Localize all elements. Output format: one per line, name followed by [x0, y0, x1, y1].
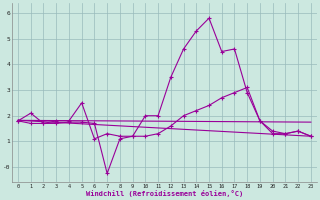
X-axis label: Windchill (Refroidissement éolien,°C): Windchill (Refroidissement éolien,°C): [86, 190, 243, 197]
